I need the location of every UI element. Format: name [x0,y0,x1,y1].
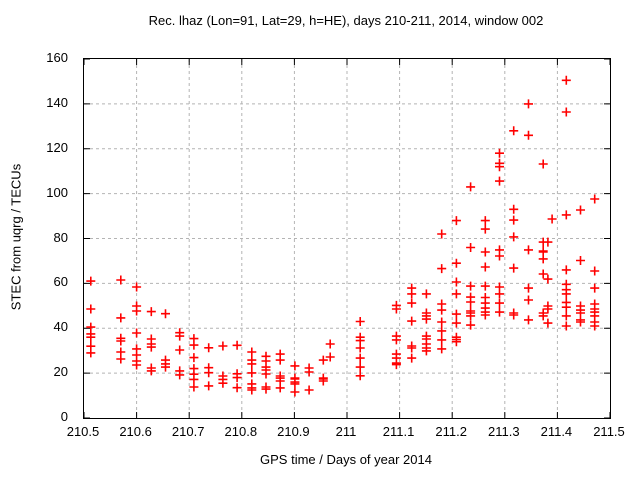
chart-title: Rec. lhaz (Lon=91, Lat=29, h=HE), days 2… [148,13,544,28]
plot-area [83,58,611,419]
y-tick-label: 40 [53,319,68,335]
y-tick-label: 140 [46,94,68,110]
x-axis-title: GPS time / Days of year 2014 [260,452,432,467]
y-tick-label: 160 [46,50,68,65]
y-tick-label: 120 [46,139,68,155]
scatter-points [86,75,600,397]
x-tick-label: 210.8 [224,424,258,439]
x-tick-label: 211.1 [382,424,415,439]
x-tick-label: 211.5 [593,424,625,439]
y-tick-label: 100 [46,184,68,200]
x-tick-label: 210.5 [66,424,100,439]
x-tick-label: 210.9 [277,424,310,439]
scatter-canvas [84,59,610,418]
x-tick-label: 211 [335,424,357,439]
y-tick-label: 0 [60,409,68,424]
y-tick-label: 60 [53,274,68,290]
y-axis-title: STEC from uqrg / TECUs [8,163,24,311]
x-tick-label: 210.6 [119,424,152,439]
y-tick-label: 80 [53,229,68,245]
x-tick-label: 211.2 [435,424,467,439]
y-tick-label: 20 [53,364,68,380]
x-tick-label: 210.7 [171,424,205,439]
x-tick-label: 211.3 [488,424,520,439]
x-tick-label: 211.4 [540,424,573,439]
